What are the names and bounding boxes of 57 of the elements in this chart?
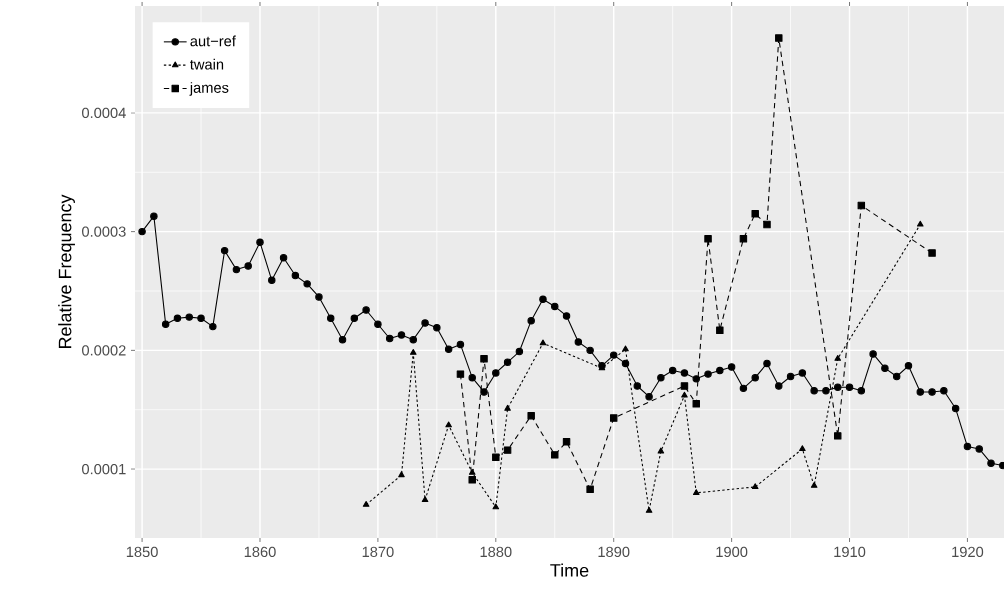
point	[527, 411, 535, 420]
point	[834, 354, 842, 361]
legend-label: twain	[190, 58, 224, 70]
point	[622, 345, 629, 352]
point	[562, 438, 571, 446]
y-tick-label: 0.0003	[82, 226, 126, 237]
point	[692, 400, 700, 408]
point	[503, 446, 512, 454]
y-tick-label: 0.0002	[82, 345, 126, 356]
x-tick-label: 1860	[244, 546, 276, 558]
point	[681, 391, 688, 398]
point	[445, 421, 452, 428]
point	[504, 404, 511, 411]
x-tick-label: 1870	[362, 546, 394, 558]
point	[657, 447, 665, 454]
point	[916, 220, 924, 227]
point	[775, 34, 783, 42]
point	[928, 249, 936, 257]
point	[645, 506, 653, 513]
point	[539, 339, 547, 346]
point	[692, 489, 700, 495]
x-axis-title: Time	[550, 563, 589, 577]
point	[751, 483, 759, 490]
point	[586, 485, 594, 494]
x-tick-label: 1920	[952, 546, 984, 558]
point	[739, 235, 748, 243]
point	[609, 414, 618, 422]
point	[398, 471, 405, 478]
point	[834, 432, 842, 440]
point	[857, 201, 866, 210]
point	[680, 382, 689, 390]
y-tick-label: 0.0001	[82, 463, 126, 475]
point	[362, 501, 370, 507]
point	[480, 354, 488, 363]
y-axis-title: Relative Frequency	[58, 194, 75, 349]
y-tick-label: 0.0004	[82, 107, 126, 119]
point	[492, 453, 500, 461]
point	[468, 476, 476, 484]
x-tick-label: 1910	[834, 546, 866, 558]
x-tick-label: 1890	[598, 546, 630, 558]
x-tick-label: 1880	[480, 546, 512, 558]
point	[409, 349, 417, 355]
point	[704, 235, 712, 243]
point	[751, 210, 759, 218]
legend-label: james	[189, 82, 229, 96]
point	[716, 326, 724, 334]
point	[492, 503, 500, 510]
x-tick-label: 1850	[126, 546, 158, 558]
point	[810, 481, 818, 488]
point	[456, 370, 465, 378]
legend-label: aut−ref	[190, 35, 236, 47]
point	[551, 451, 559, 459]
point	[763, 220, 771, 229]
point	[799, 445, 806, 452]
x-tick-label: 1900	[716, 546, 748, 558]
point	[468, 468, 476, 475]
point	[421, 496, 429, 503]
